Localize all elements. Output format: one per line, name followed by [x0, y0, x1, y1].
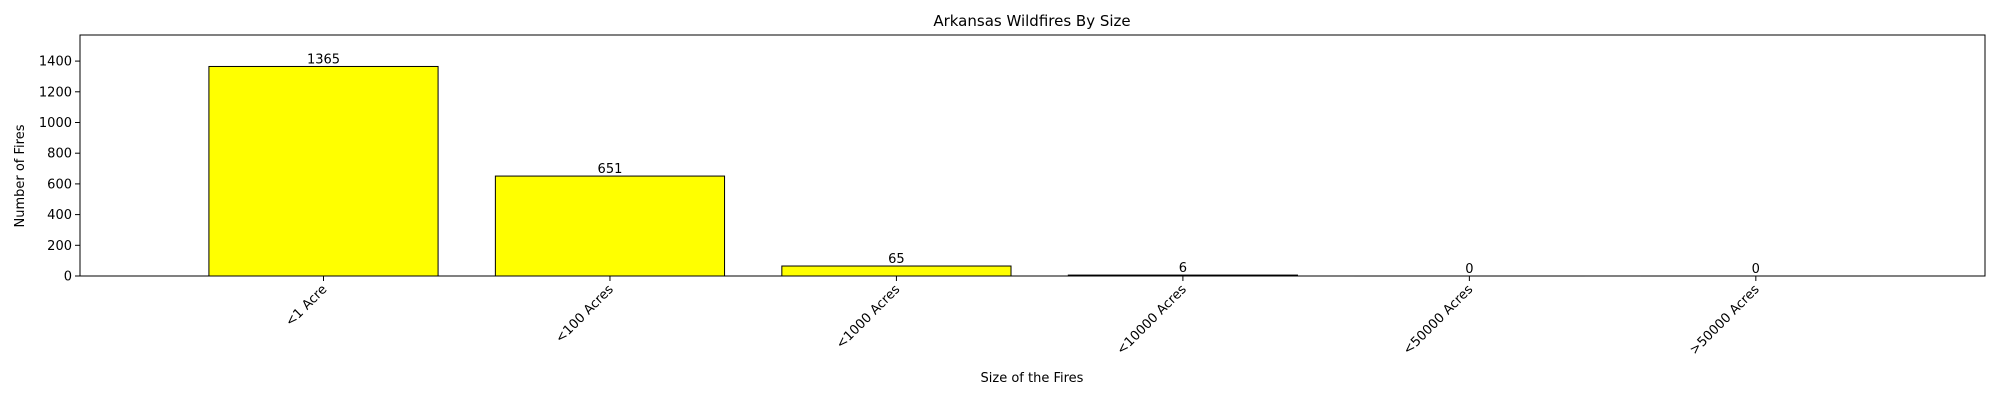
y-tick-label-1: 200 — [47, 239, 72, 254]
value-label-4: 0 — [1465, 262, 1473, 277]
x-tick-label-4: <50000 Acres — [1401, 282, 1477, 358]
x-axis: <1 Acre <100 Acres <1000 Acres <10000 Acres… — [283, 276, 1763, 358]
x-tick-label-2: <1000 Acres — [833, 282, 903, 352]
value-label-0: 1365 — [307, 52, 340, 67]
value-labels-group: 1365 651 65 6 0 0 — [307, 52, 1760, 277]
x-tick-label-1: <100 Acres — [553, 282, 617, 346]
x-tick-label-3: <10000 Acres — [1114, 282, 1190, 358]
y-axis-label: Number of Fires — [13, 124, 28, 227]
bar-1 — [494, 175, 726, 277]
y-tick-label-3: 600 — [47, 177, 72, 192]
plot-frame — [79, 34, 1986, 277]
y-tick-label-5: 1000 — [39, 116, 72, 131]
y-tick-label-4: 800 — [47, 147, 72, 162]
bar-2 — [781, 265, 1012, 277]
value-label-2: 65 — [888, 252, 905, 267]
x-tick-label-5: >50000 Acres — [1687, 282, 1763, 358]
value-label-1: 651 — [598, 162, 623, 177]
x-tick-label-0: <1 Acre — [283, 282, 330, 329]
y-tick-label-0: 0 — [64, 270, 72, 285]
x-axis-label: Size of the Fires — [981, 371, 1084, 386]
bars-group — [208, 65, 1871, 277]
value-label-3: 6 — [1179, 261, 1187, 276]
bar-0 — [208, 65, 439, 277]
y-axis: 0 200 400 600 800 1000 1200 1400 — [39, 55, 80, 285]
y-tick-label-7: 1400 — [39, 55, 72, 70]
value-label-5: 0 — [1752, 262, 1760, 277]
chart-title: Arkansas Wildfires By Size — [933, 12, 1130, 30]
y-tick-label-6: 1200 — [39, 85, 72, 100]
y-tick-label-2: 400 — [47, 208, 72, 223]
